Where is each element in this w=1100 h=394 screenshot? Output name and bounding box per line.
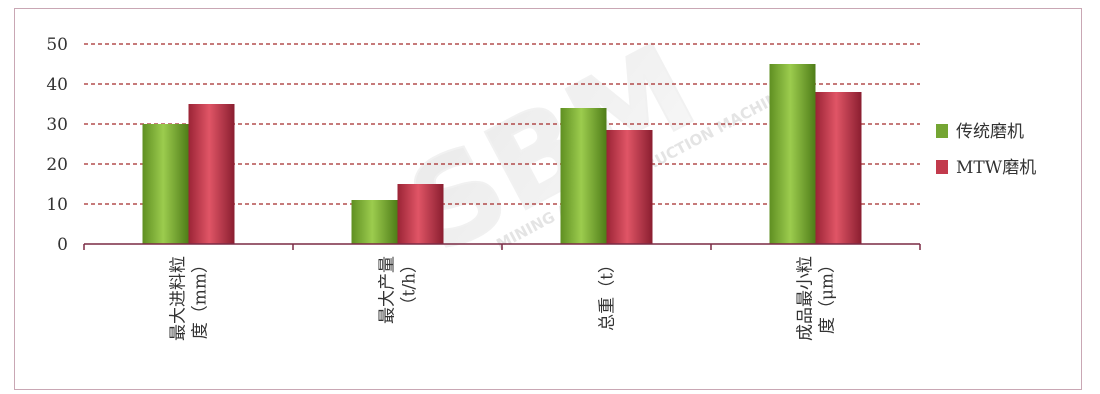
bar [606, 130, 653, 244]
x-category-label: 度（mm） [191, 256, 211, 339]
x-category-label: 度（μm） [818, 256, 838, 334]
bar [397, 184, 444, 244]
x-axis [83, 243, 921, 250]
y-tick-label: 40 [46, 75, 68, 95]
legend-label: 传统磨机 [956, 122, 1024, 142]
x-category-label: 最大产量 [378, 256, 398, 324]
legend: 传统磨机 MTW磨机 [936, 122, 1036, 178]
x-category-label: （t/h） [400, 256, 420, 314]
y-tick-label: 0 [57, 235, 68, 255]
bar [815, 92, 862, 244]
category-labels: 最大进料粒 度（mm） 最大产量 （t/h） 总重（t） 成品最小粒 度（μm） [169, 256, 838, 341]
bar [188, 104, 235, 244]
legend-swatch [936, 160, 948, 174]
y-tick-label: 50 [46, 35, 68, 55]
legend-swatch [936, 124, 948, 138]
x-category-label: 总重（t） [598, 256, 618, 331]
bar [351, 200, 398, 244]
y-tick-label: 20 [46, 155, 68, 175]
bar [142, 124, 189, 244]
bars [142, 64, 862, 244]
y-tick-label: 10 [46, 195, 68, 215]
y-tick-label: 30 [46, 115, 68, 135]
y-axis-ticks: 0 10 20 30 40 50 [46, 35, 68, 255]
bar [769, 64, 816, 244]
bar [560, 108, 607, 244]
x-category-label: 成品最小粒 [796, 256, 816, 341]
x-category-label: 最大进料粒 [169, 256, 189, 341]
legend-label: MTW磨机 [956, 158, 1036, 178]
